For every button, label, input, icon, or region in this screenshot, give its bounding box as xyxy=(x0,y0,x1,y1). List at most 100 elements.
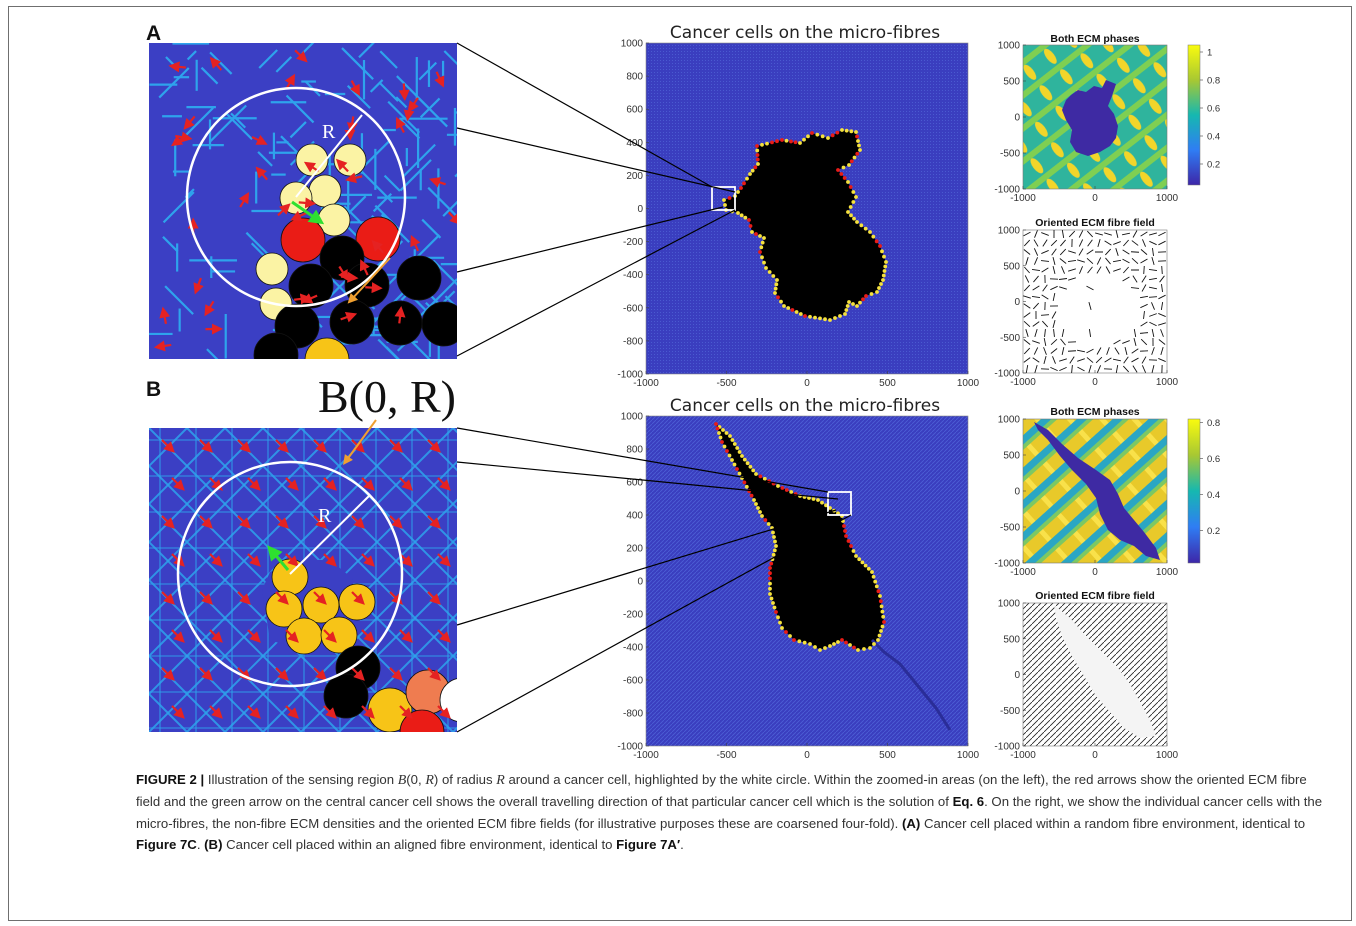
edge-cell xyxy=(884,260,888,264)
fibre-orientation xyxy=(1112,358,1122,362)
fibre-segment xyxy=(341,47,374,80)
axis-tick-label: -500 xyxy=(1000,523,1020,534)
fibre-segment xyxy=(245,231,272,258)
edge-cell xyxy=(762,236,766,240)
fibre-segment xyxy=(383,174,401,192)
fibre-arrow xyxy=(398,83,410,101)
fibre-orientation xyxy=(1131,258,1139,264)
fibre-line xyxy=(0,428,35,732)
edge-cell xyxy=(784,630,788,634)
fibre-orientation xyxy=(1143,310,1145,320)
fibre-orientation xyxy=(1023,357,1031,363)
edge-cell xyxy=(854,130,858,134)
edge-cell xyxy=(769,596,774,601)
axis-tick-label: -1000 xyxy=(1010,750,1036,760)
main-a-tumour xyxy=(724,130,886,320)
fibre-segment xyxy=(443,50,457,66)
zoom-panel-a: R xyxy=(149,43,457,359)
edge-cell xyxy=(844,534,848,538)
edge-cell xyxy=(752,498,756,502)
edge-cell xyxy=(843,312,847,316)
edge-cell xyxy=(758,510,762,514)
edge-cell xyxy=(879,629,883,633)
fibre-arrow xyxy=(408,97,419,113)
caption-text: . On the right, we show the individual c… xyxy=(136,794,1323,831)
fibre-orientation xyxy=(1042,239,1048,247)
fibre-arrow xyxy=(275,591,289,605)
fibre-arrow xyxy=(365,282,383,294)
fibre-orientation xyxy=(1142,239,1146,247)
ecm-a-ticks: -1000 0 1000 1000 500 0 -500 -1000 1 0.8 0.6 0.4 0.2 xyxy=(994,41,1220,205)
fibre-arrow xyxy=(161,515,175,529)
fibre-orientation xyxy=(1034,365,1038,373)
edge-cell xyxy=(718,435,723,440)
colorbar-tick-label: 0.8 xyxy=(1207,418,1220,429)
cancer-cell xyxy=(255,252,289,286)
fibre-arrow xyxy=(429,177,446,188)
fibre-orientation xyxy=(1130,287,1140,289)
axis-tick-label: 200 xyxy=(626,171,643,182)
caption-figure-ref[interactable]: Figure 7A′ xyxy=(616,836,681,852)
fibre-b-ticks: -1000 0 1000 1000 500 0 -500 -1000 xyxy=(994,599,1178,761)
edge-cell xyxy=(882,254,886,259)
edge-cell xyxy=(730,438,735,442)
edge-cell xyxy=(771,530,775,535)
zoom-b-cells xyxy=(265,558,457,732)
fibre-orientation xyxy=(1114,347,1120,355)
edge-cell xyxy=(736,211,740,215)
fibre-segment xyxy=(379,82,399,102)
axis-tick-label: -600 xyxy=(623,303,643,314)
edge-cell xyxy=(794,310,799,314)
edge-cell xyxy=(772,535,776,539)
fibre-orientation xyxy=(1088,328,1092,338)
edge-cell xyxy=(878,594,882,598)
fibre-segment xyxy=(358,43,375,59)
fibre-arrow xyxy=(335,158,349,173)
zoom-a-pointer xyxy=(347,257,391,304)
ecm-phases-b: Both ECM phases -1000 0 100010005000-500-1… xyxy=(994,406,1220,578)
edge-cell xyxy=(745,176,749,181)
caption-text: . xyxy=(680,836,684,852)
axis-tick-label: 500 xyxy=(1003,451,1020,462)
fibre-orientation xyxy=(1105,257,1111,265)
fibre-orientation xyxy=(1069,356,1075,364)
axis-tick-label: -500 xyxy=(716,750,736,760)
caption-figure-ref[interactable]: Figure 7C xyxy=(136,836,197,852)
colorbar-tick-label: 0.6 xyxy=(1207,454,1220,465)
fibre-orientation xyxy=(1043,337,1047,347)
fibre-line xyxy=(0,428,73,732)
axis-tick-label: 500 xyxy=(879,378,896,389)
fibre-orientation xyxy=(1141,356,1147,364)
cancer-cell xyxy=(439,678,457,722)
edge-cell xyxy=(851,200,856,204)
fibre-orientation xyxy=(1131,357,1139,363)
fibre-orientation xyxy=(1115,248,1119,256)
cancer-cell xyxy=(338,583,376,621)
fibre-orientation xyxy=(1097,239,1101,247)
edge-cell xyxy=(868,230,872,234)
axis-tick-label: 600 xyxy=(626,105,643,116)
fibre-segment xyxy=(414,93,448,128)
fibre-orientation xyxy=(1158,294,1166,300)
axis-tick-label: 1000 xyxy=(998,226,1021,237)
fibre-orientation xyxy=(1148,268,1158,272)
fibre-segment xyxy=(442,200,457,217)
edge-cell xyxy=(877,633,882,638)
fibre-orientation xyxy=(1023,339,1031,345)
fibre-arrow xyxy=(171,477,185,491)
edge-cell xyxy=(846,539,851,543)
edge-cell xyxy=(808,642,812,646)
fibre-orientation xyxy=(1060,338,1066,346)
edge-cell xyxy=(849,129,854,134)
axis-tick-label: 0 xyxy=(637,577,643,588)
edge-cell xyxy=(739,186,743,190)
caption-eq-ref[interactable]: Eq. 6 xyxy=(952,794,985,810)
fibre-orientation xyxy=(1115,230,1119,238)
fibre-orientation xyxy=(1148,286,1158,290)
fibre-arrow xyxy=(285,553,299,567)
fibre-arrow xyxy=(313,591,327,605)
edge-cell xyxy=(745,461,750,466)
main-b-zoom-box xyxy=(827,491,852,516)
fibre-arrow xyxy=(399,477,413,491)
figure-frame xyxy=(8,6,1352,921)
